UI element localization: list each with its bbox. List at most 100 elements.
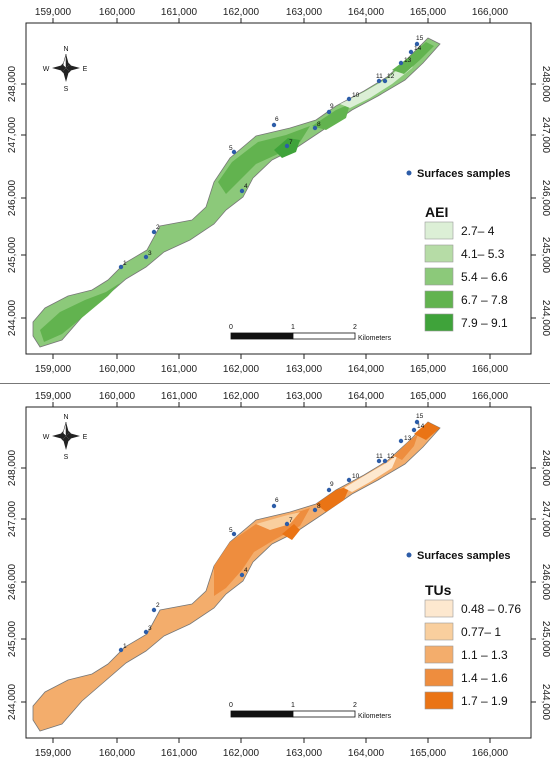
legend-label: 1.4 – 1.6 [461,671,508,685]
sample-label: 1 [123,643,127,650]
x-tick-bottom: 163,000 [286,748,323,759]
y-tick-right: 248,000 [540,450,550,487]
sample-label: 15 [416,35,424,42]
sample-point [414,41,420,47]
x-tick-bottom: 165,000 [410,364,447,375]
legend-title: AEI [425,204,448,220]
sample-point [239,572,245,578]
y-tick-left: 247,000 [7,116,18,153]
x-tick-marks [52,18,491,359]
legend-swatch [424,645,454,664]
map-frame [25,406,532,739]
sample-point [346,477,352,483]
sample-label: 5 [229,145,233,152]
legend-swatch [424,290,454,309]
aei-map: 159,000 160,000 161,000 162,000 163,000 … [7,7,550,375]
y-tick-left: 245,000 [7,620,18,657]
sample-label: 11 [376,453,383,460]
class-legend: 2.7– 4 4.1– 5.3 5.4 – 6.6 6.7 – 7.8 7.9 – 9.… [424,221,508,332]
sample-point [284,143,290,149]
scale-label-0: 0 [229,702,233,709]
scale-unit: Kilometers [358,335,392,342]
y-tick-marks [21,83,536,319]
x-tick-bottom: 160,000 [99,748,136,759]
compass-w: W [43,66,50,73]
x-tick-top: 162,000 [223,391,260,402]
sample-label: 7 [289,517,293,524]
compass-e: E [83,434,88,441]
legend-swatch [424,668,454,687]
x-tick-top: 161,000 [161,391,198,402]
sample-legend-marker [406,170,412,176]
legend-label: 1.1 – 1.3 [461,648,508,662]
y-tick-right: 247,000 [540,117,550,154]
x-tick-bottom: 162,000 [223,364,260,375]
y-tick-right: 246,000 [540,564,550,601]
sample-label: 14 [417,423,425,430]
aei-zone-mid [392,42,434,74]
x-tick-bottom: 159,000 [35,748,72,759]
x-tick-bottom: 162,000 [223,748,260,759]
legend-swatch [424,267,454,286]
sample-point [376,458,382,464]
sample-label: 3 [148,625,152,632]
sample-label: 8 [317,503,321,510]
x-tick-top: 159,000 [35,7,72,18]
compass-s: S [64,86,69,93]
sample-label: 15 [416,413,424,420]
tus-zone-mid [394,434,418,460]
x-tick-top: 166,000 [472,391,509,402]
aei-zone-dark [312,104,350,130]
sample-label: 1 [123,260,127,267]
x-tick-top: 160,000 [99,7,136,18]
sample-label: 7 [289,139,293,146]
sample-point [143,254,149,260]
sample-label: 3 [148,250,152,257]
sample-point [408,49,414,55]
x-tick-top: 165,000 [410,7,447,18]
aei-zone-dark [40,283,120,342]
sample-point [151,229,157,235]
map-frame [25,22,532,355]
sample-label: 6 [275,116,279,123]
y-tick-left: 244,000 [7,299,18,336]
legend-swatch [424,622,454,641]
sample-label: 11 [376,73,383,80]
class-legend: 0.48 – 0.76 0.77– 1 1.1 – 1.3 1.4 – 1.6 1.7 … [424,599,521,710]
sample-point [312,507,318,513]
tus-map: 159,000 160,000 161,000 162,000 163,000 … [7,391,550,759]
compass-rose-icon [52,421,80,450]
sample-label: 5 [229,527,233,534]
y-tick-right: 245,000 [540,237,550,274]
y-tick-left: 244,000 [7,683,18,720]
compass-w: W [43,434,50,441]
y-tick-right: 244,000 [540,684,550,721]
compass-n: N [63,414,68,421]
sample-point [376,78,382,84]
x-tick-bottom: 160,000 [99,364,136,375]
legend-swatch [424,313,454,332]
x-tick-bottom: 165,000 [410,748,447,759]
y-tick-left: 246,000 [7,179,18,216]
panel-divider [0,383,550,384]
sample-point [284,521,290,527]
samples-legend-label: Surfaces samples [417,168,511,180]
sample-point [118,264,124,270]
scale-label-1: 1 [291,702,295,709]
y-tick-left: 248,000 [7,449,18,486]
sample-point [118,647,124,653]
scale-label-2: 2 [353,324,357,331]
aei-zone-light [340,52,420,108]
sample-point [398,438,404,444]
x-tick-top: 164,000 [348,391,385,402]
legend-swatch [424,221,454,240]
tus-zone-lightest [344,454,398,492]
sample-label: 4 [244,567,248,574]
x-tick-bottom: 164,000 [348,748,385,759]
sample-point [231,149,237,155]
sample-label: 6 [275,497,279,504]
y-tick-right: 247,000 [540,501,550,538]
sample-label: 10 [352,92,360,99]
scale-label-1: 1 [291,324,295,331]
